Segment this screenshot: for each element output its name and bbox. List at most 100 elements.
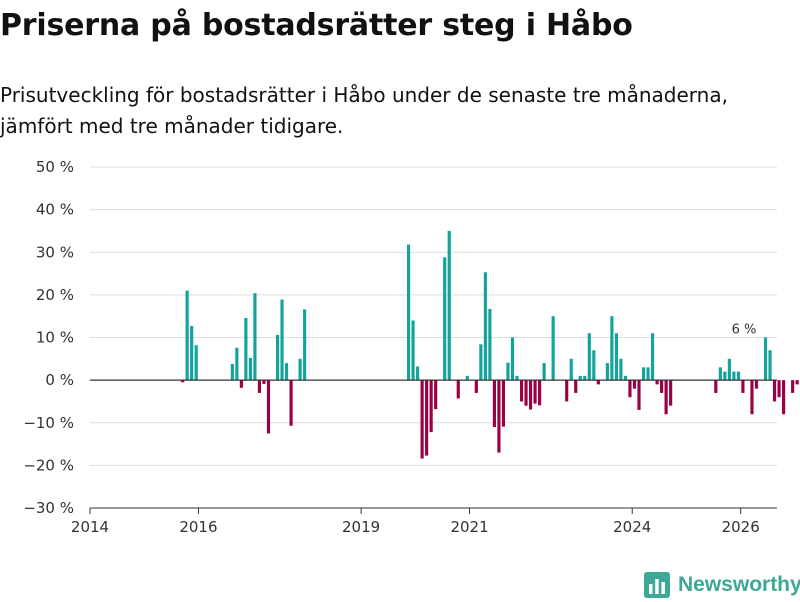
bar: [592, 350, 596, 381]
bar: [723, 371, 727, 381]
grid-lines: [90, 166, 777, 509]
y-axis-tick-labels: 50 % 40 % 30 % 20 % 10 % 0 % −10 % −20 % −30 %: [23, 158, 74, 517]
bar: [714, 380, 718, 393]
bar: [614, 333, 618, 381]
bar: [542, 363, 546, 381]
bar: [239, 380, 243, 388]
bar: [479, 344, 483, 381]
bar: [664, 380, 668, 415]
bar: [253, 293, 257, 381]
bar-chart: 50 % 40 % 30 % 20 % 10 % 0 % −10 % −20 % −30 % 2…: [23, 158, 799, 536]
bar: [275, 334, 280, 381]
chart-subtitle: Prisutveckling för bostadsrätter i Håbo …: [0, 83, 728, 138]
last-value-label: 6 %: [732, 323, 757, 338]
bar: [483, 272, 487, 381]
bar: [551, 316, 555, 381]
bar: [434, 380, 438, 410]
bar: [777, 380, 781, 398]
bar: [669, 380, 673, 406]
bar: [406, 244, 411, 381]
bar: [569, 358, 573, 381]
bar: [456, 380, 460, 399]
x-tick-label: 2024: [613, 518, 651, 536]
bar: [528, 380, 533, 410]
x-tick-label: 2026: [722, 518, 760, 536]
bar: [596, 380, 600, 385]
bar: [510, 337, 515, 381]
bar: [248, 357, 252, 381]
bar: [425, 380, 429, 456]
x-tick-label: 2016: [179, 518, 217, 536]
bar: [650, 333, 655, 381]
brand-name: Newsworthy: [678, 573, 800, 596]
bar: [303, 309, 307, 381]
bar: [474, 380, 478, 393]
bar: [416, 366, 420, 381]
bar: [578, 375, 582, 381]
bar: [262, 380, 266, 384]
bar: [488, 308, 492, 381]
bar: [501, 380, 506, 427]
bar: [538, 380, 542, 406]
bar: [280, 299, 284, 381]
y-tick-label: 50 %: [36, 158, 74, 176]
bar: [623, 375, 628, 381]
y-tick-label: 0 %: [45, 371, 74, 389]
bar: [190, 325, 194, 381]
y-tick-label: 10 %: [36, 329, 74, 347]
bar: [465, 375, 469, 381]
newsworthy-bar-chart-icon: [644, 572, 670, 598]
bar: [795, 380, 799, 385]
y-tick-label: −20 %: [23, 456, 74, 474]
bar: [574, 380, 578, 393]
y-tick-label: 40 %: [36, 201, 74, 219]
bar: [583, 375, 587, 381]
bar: [257, 380, 262, 393]
y-tick-label: 30 %: [36, 243, 74, 261]
bar: [637, 380, 641, 410]
x-axis: 2014 2016 2019 2021 2024 2026: [71, 507, 777, 536]
bar: [727, 358, 731, 381]
bar: [632, 380, 637, 389]
bars: [181, 230, 799, 459]
bar: [181, 380, 185, 383]
bar: [754, 380, 759, 389]
bar: [447, 230, 451, 381]
bar: [230, 363, 234, 381]
bar: [524, 380, 528, 406]
bar: [515, 375, 519, 381]
bar: [565, 380, 569, 402]
bar: [628, 380, 632, 398]
bar: [497, 380, 501, 453]
bar: [782, 380, 786, 415]
bar: [266, 380, 271, 434]
bar: [429, 380, 433, 433]
bar: [492, 380, 496, 428]
bar: [506, 362, 510, 381]
x-tick-label: 2021: [450, 518, 488, 536]
x-tick-label: 2014: [71, 518, 109, 536]
brand-logo: Newsworthy: [644, 568, 800, 602]
bar: [443, 257, 447, 381]
annotations: 6 %: [732, 323, 757, 338]
bar: [791, 380, 795, 393]
bar: [619, 358, 623, 381]
bar: [660, 380, 664, 393]
bar: [533, 380, 537, 404]
bar: [763, 337, 768, 381]
bar: [605, 363, 609, 381]
bar: [741, 380, 745, 393]
bar: [194, 345, 198, 381]
bar: [732, 371, 736, 381]
bar: [420, 380, 424, 459]
bar: [289, 380, 293, 426]
y-tick-label: 20 %: [36, 286, 74, 304]
bar: [750, 380, 754, 415]
bar: [411, 320, 415, 381]
bar: [736, 371, 740, 381]
bar: [772, 380, 777, 402]
bar: [646, 367, 650, 381]
bar: [768, 350, 772, 381]
bar: [244, 317, 248, 381]
bar: [185, 290, 189, 381]
